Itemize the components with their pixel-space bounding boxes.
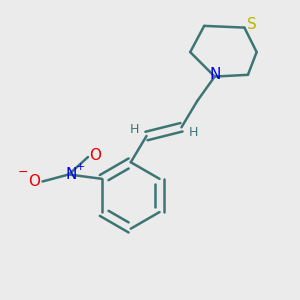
Text: N: N — [66, 167, 77, 182]
Text: S: S — [247, 16, 256, 32]
Text: H: H — [189, 126, 198, 139]
Text: N: N — [209, 67, 220, 82]
Text: O: O — [89, 148, 101, 163]
Text: −: − — [18, 166, 28, 179]
Text: H: H — [130, 122, 139, 136]
Text: O: O — [28, 174, 40, 189]
Text: +: + — [76, 162, 85, 172]
